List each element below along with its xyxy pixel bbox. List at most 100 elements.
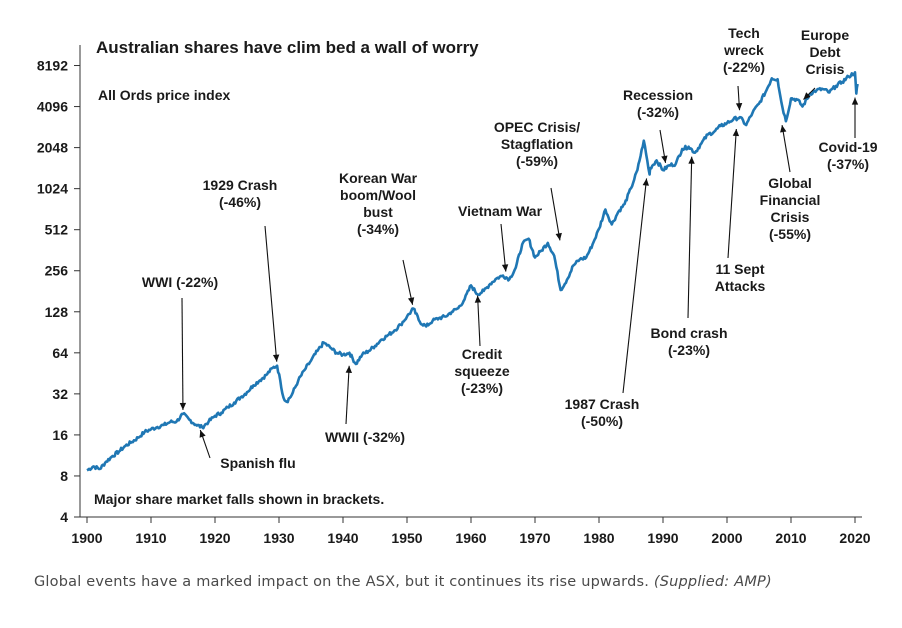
annotation-label: Global [768,175,812,191]
y-tick-label: 256 [45,263,69,279]
chart-subtitle: All Ords price index [98,87,230,103]
annotation-label: (-23%) [461,380,503,396]
annotation-label: Financial [760,192,821,208]
annotation-label: wreck [723,42,764,58]
annotation-wwii: WWII (-32%) [325,365,405,445]
x-tick-label: 1960 [455,530,486,546]
x-tick-label: 2010 [775,530,806,546]
annotation-label: (-50%) [581,413,623,429]
annotation-arrow-head [555,232,562,241]
annotation-arrow-head [407,297,415,305]
annotation-arrow-head [803,92,811,100]
annotation-label: Tech [728,25,760,41]
y-tick-label: 2048 [37,140,68,156]
annotation-label: (-34%) [357,221,399,237]
annotation-arrow-head [732,128,740,137]
annotation-spanish-flu: Spanish flu [199,429,296,471]
annotation-crash-1929: 1929 Crash(-46%) [203,177,280,362]
annotations: WWI (-22%) Spanish flu 1929 Crash(-46%) WWI… [142,25,878,471]
annotation-label: Covid-19 [818,139,877,155]
x-tick-label: 1940 [327,530,358,546]
x-tick-label: 1970 [519,530,550,546]
annotation-label: Crisis [806,61,845,77]
annotation-label: 1987 Crash [565,396,640,412]
x-tick-label: 1920 [199,530,230,546]
annotation-label: (-32%) [637,104,679,120]
annotation-label: Spanish flu [220,455,295,471]
annotation-arrow-head [851,97,859,105]
annotation-arrow-head [501,264,509,272]
chart-title: Australian shares have clim bed a wall o… [96,38,479,57]
annotation-label: (-55%) [769,226,811,242]
annotation-label: Credit [462,346,503,362]
annotation-label: Recession [623,87,693,103]
annotation-arrow-line [622,178,648,394]
x-tick-label: 1990 [647,530,678,546]
y-tick-label: 128 [45,304,69,320]
annotation-recession: Recession(-32%) [623,87,693,163]
annotation-label: Attacks [715,278,766,294]
x-tick-label: 2020 [839,530,870,546]
annotation-bond-crash: Bond crash(-23%) [650,156,728,358]
annotation-arrow-head [272,354,280,362]
chart-footnote: Major share market falls shown in bracke… [94,491,384,507]
annotation-vietnam-war: Vietnam War [458,203,543,272]
annotation-arrow-line [264,225,278,362]
x-tick-label: 1980 [583,530,614,546]
annotation-label: Bond crash [650,325,727,341]
annotation-label: 11 Sept [715,261,764,277]
annotation-arrow-line [550,187,561,241]
annotation-label: (-23%) [668,342,710,358]
annotation-label: Stagflation [501,136,573,152]
annotation-label: bust [363,204,393,220]
x-tick-label: 2000 [711,530,742,546]
annotation-label: OPEC Crisis/ [494,119,580,135]
annotation-crash-1987: 1987 Crash(-50%) [565,178,649,429]
annotation-arrow-head [642,178,649,186]
caption-text: Global events have a marked impact on th… [34,574,650,590]
annotation-covid: Covid-19(-37%) [818,97,878,172]
annotation-label: 1929 Crash [203,177,278,193]
annotation-label: WWI (-22%) [142,274,218,290]
y-axis-ticks: 8192 4096 2048 1024 512 256 128 64 32 16 8 4 [37,58,80,525]
annotation-arrow-head [661,155,668,163]
annotation-label: Vietnam War [458,203,543,219]
annotation-label: (-59%) [516,153,558,169]
annotation-label: Korean War [339,170,418,186]
annotation-arrow-line [181,297,184,410]
annotation-wwi: WWI (-22%) [142,274,218,410]
x-axis-ticks: 1900 1910 1920 1930 1940 1950 1960 1970 1980 1990… [71,517,871,546]
y-tick-label: 1024 [37,181,68,197]
y-tick-label: 32 [52,386,68,402]
y-tick-label: 64 [52,345,68,361]
annotation-arrow-line [500,223,507,272]
annotation-arrow-head [688,156,695,164]
annotation-label: (-46%) [219,194,261,210]
annotation-arrow-line [781,125,791,173]
annotation-label: (-22%) [723,59,765,75]
y-tick-label: 16 [52,427,68,443]
annotation-arrow-head [735,103,743,111]
x-tick-label: 1900 [71,530,102,546]
y-tick-label: 8192 [37,58,68,74]
y-tick-label: 8 [60,468,68,484]
y-tick-label: 4 [60,509,68,525]
annotation-label: Crisis [771,209,810,225]
annotation-arrow-line [687,156,693,319]
x-tick-label: 1950 [391,530,422,546]
x-tick-label: 1910 [135,530,166,546]
annotation-arrow-line [727,128,737,259]
annotation-label: squeeze [454,363,509,379]
annotation-opec: OPEC Crisis/Stagflation(-59%) [494,119,580,241]
annotation-label: Debt [809,44,840,60]
annotation-label: (-37%) [827,156,869,172]
y-tick-label: 4096 [37,99,68,115]
annotation-label: boom/Wool [340,187,416,203]
figure-caption: Global events have a marked impact on th… [34,574,772,590]
